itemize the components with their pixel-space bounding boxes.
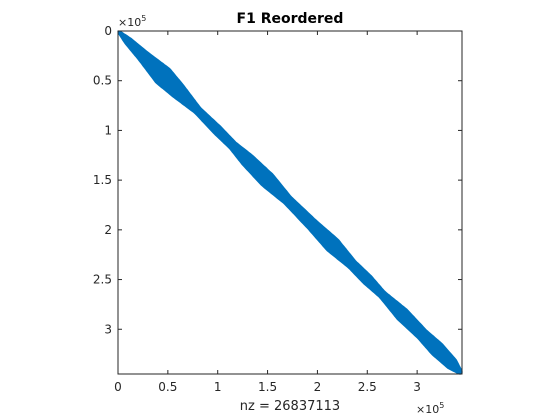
y-tick-label: 0 [104,24,112,38]
y-axis-ticks: 0 0.5 1 1.5 2 2.5 3 [93,24,462,336]
x-tick-label: 0 [114,380,122,394]
x-tick-label: 3 [413,380,421,394]
x-axis-multiplier: ×105 [416,401,444,416]
x-tick-label: 1 [214,380,222,394]
x-axis-multiplier-base: ×10 [416,403,439,416]
y-axis-multiplier-base: ×10 [118,16,141,29]
x-tick-label: 2 [314,380,322,394]
x-axis-ticks: 0 0.5 1 1.5 2 2.5 3 [114,31,421,394]
chart-title: F1 Reordered [237,11,344,27]
y-axis-multiplier-exponent: 5 [141,14,146,23]
axes-box [117,30,463,375]
y-tick-label: 0.5 [93,74,112,88]
y-axis-multiplier: ×105 [118,14,146,29]
x-axis-multiplier-exponent: 5 [439,401,444,410]
y-tick-label: 1.5 [93,173,112,187]
plot-area: 0 0.5 1 1.5 2 2.5 3 0 0.5 1 1.5 2 2.5 3 [93,24,463,394]
y-tick-label: 2.5 [93,273,112,287]
x-axis-label: nz = 26837113 [240,399,340,414]
y-tick-label: 3 [104,322,112,336]
x-tick-label: 1.5 [258,380,277,394]
x-tick-label: 2.5 [358,380,377,394]
y-tick-label: 1 [104,123,112,137]
y-tick-label: 2 [104,223,112,237]
x-tick-label: 0.5 [158,380,177,394]
